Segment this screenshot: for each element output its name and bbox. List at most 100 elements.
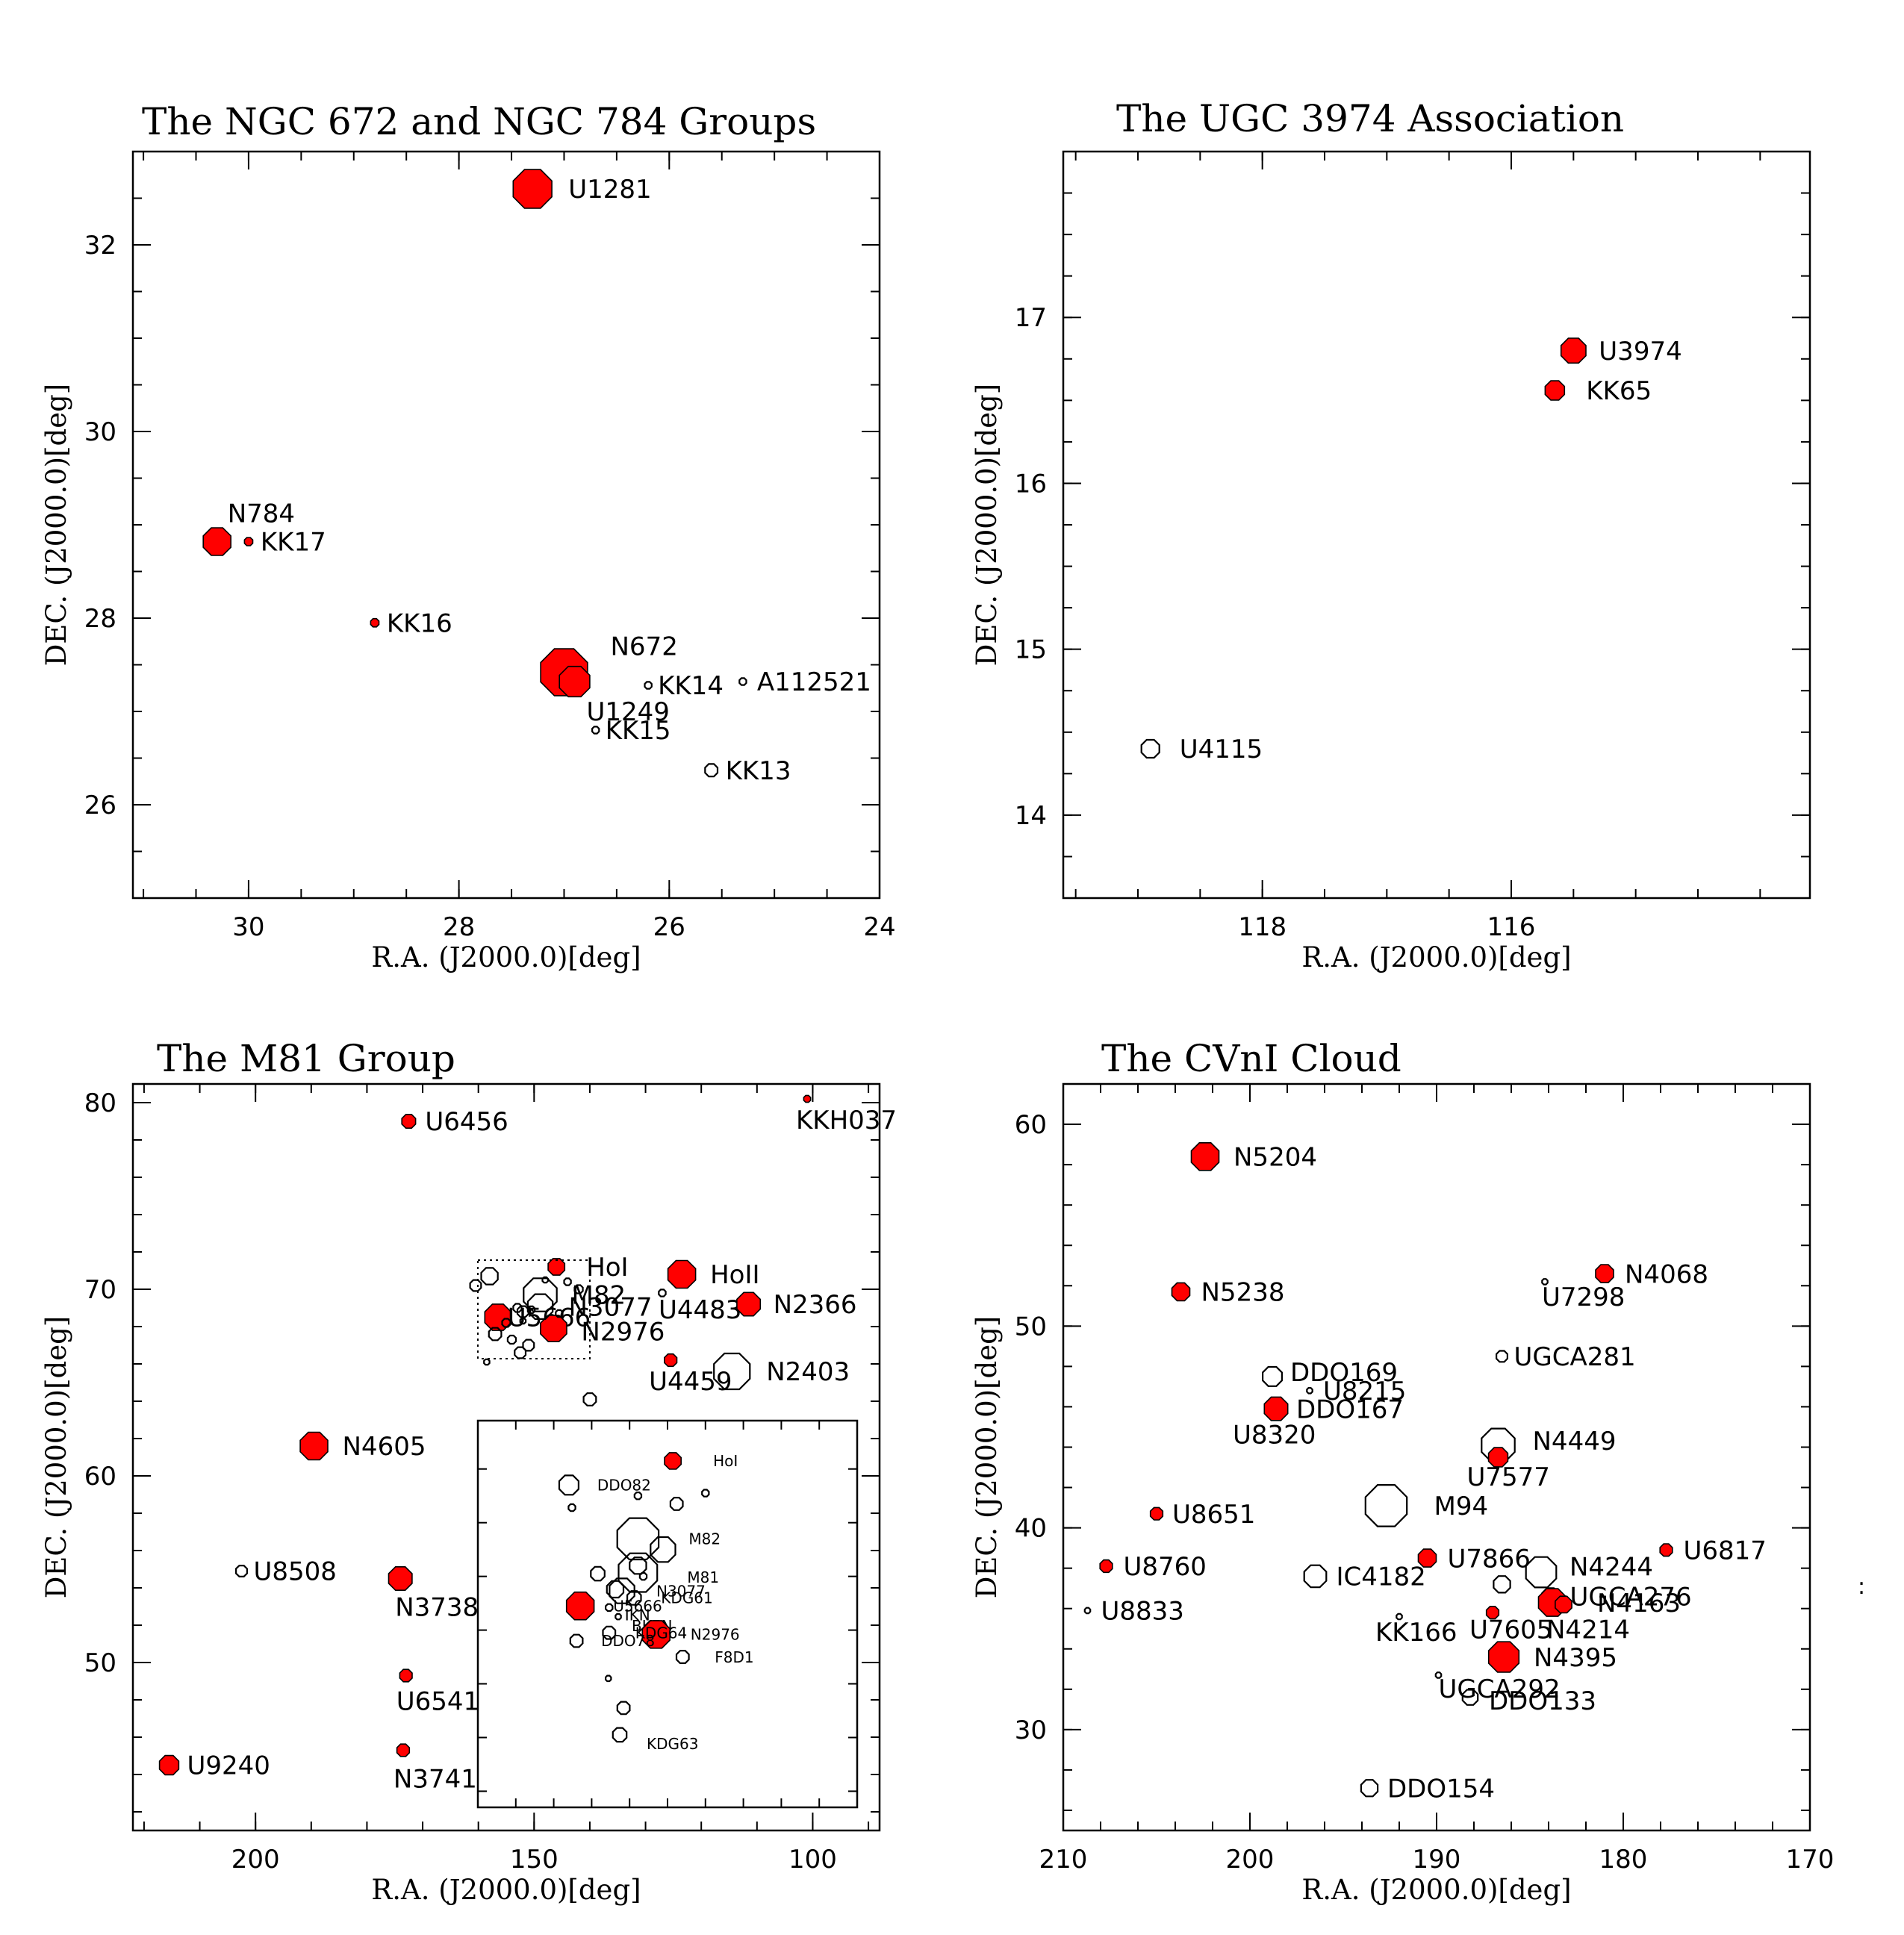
galaxy-label-n2366: N2366 bbox=[774, 1290, 857, 1320]
galaxy-label-m81: M81 bbox=[687, 1568, 719, 1586]
data-points: U3974 KK65 U4115 bbox=[1140, 337, 1682, 764]
galaxy-label-n4214: N4214 bbox=[1546, 1615, 1630, 1645]
galaxy-label-u7298: U7298 bbox=[1542, 1283, 1625, 1312]
galaxy-marker-n2403 bbox=[713, 1352, 751, 1391]
galaxy-marker-u4459 bbox=[663, 1353, 678, 1368]
galaxy-label-u8651: U8651 bbox=[1172, 1500, 1255, 1530]
galaxy-label-n5204: N5204 bbox=[1233, 1143, 1317, 1173]
panel-title: The NGC 672 and NGC 784 Groups bbox=[142, 100, 816, 143]
galaxy-marker-kk17 bbox=[243, 537, 254, 546]
panel-title: The CVnI Cloud bbox=[1101, 1037, 1401, 1080]
stray-mark: : bbox=[1858, 1574, 1865, 1600]
galaxy-marker bbox=[522, 1339, 535, 1352]
galaxy-label-n672: N672 bbox=[611, 632, 678, 662]
galaxy-marker-u6541 bbox=[399, 1668, 413, 1683]
galaxy-marker bbox=[629, 1557, 647, 1575]
galaxy-marker-n3741 bbox=[396, 1743, 411, 1757]
galaxy-marker bbox=[519, 1317, 527, 1325]
galaxy-marker-n5204 bbox=[1190, 1142, 1220, 1171]
galaxy-label-n4068: N4068 bbox=[1625, 1259, 1708, 1289]
galaxy-marker bbox=[633, 1491, 643, 1501]
galaxy-label-n4395: N4395 bbox=[1534, 1643, 1617, 1673]
x-tick-label: 210 bbox=[1039, 1845, 1088, 1875]
inset-frame bbox=[476, 1419, 859, 1809]
galaxy-marker-kk65 bbox=[1544, 380, 1566, 401]
galaxy-marker bbox=[606, 1580, 625, 1599]
x-tick-label: 200 bbox=[1226, 1845, 1275, 1875]
galaxy-marker-u6456 bbox=[401, 1114, 417, 1129]
galaxy-marker-kk14 bbox=[644, 681, 653, 690]
x-tick-label: 118 bbox=[1238, 912, 1287, 942]
galaxy-label-u8320: U8320 bbox=[1233, 1420, 1316, 1450]
galaxy-marker-u8760 bbox=[1099, 1559, 1113, 1574]
galaxy-label-ddo133: DDO133 bbox=[1489, 1686, 1596, 1716]
galaxy-marker bbox=[701, 1489, 710, 1498]
galaxy-label-hoii: HoII bbox=[710, 1260, 759, 1290]
galaxy-marker-n2366 bbox=[736, 1291, 762, 1317]
galaxy-label-ugca276: UGCA276 bbox=[1570, 1583, 1692, 1612]
galaxy-marker-m82 bbox=[616, 1517, 660, 1561]
galaxy-label-u6456: U6456 bbox=[425, 1107, 508, 1137]
x-tick-label: 30 bbox=[232, 912, 264, 942]
y-tick-label: 50 bbox=[1015, 1312, 1047, 1342]
panel-ngc672-ngc784: The NGC 672 and NGC 784 Groups 30 28 26 24 2… bbox=[40, 100, 896, 973]
galaxy-marker-n5238 bbox=[1171, 1282, 1191, 1302]
x-axis-label: R.A. (J2000.0)[deg] bbox=[371, 941, 641, 973]
galaxy-label-u7605: U7605 bbox=[1469, 1615, 1552, 1645]
galaxy-marker bbox=[573, 1284, 584, 1294]
galaxy-label-u1281: U1281 bbox=[568, 175, 651, 205]
galaxy-marker-hoi bbox=[547, 1258, 566, 1276]
galaxy-marker-n4605 bbox=[299, 1431, 329, 1461]
galaxy-marker bbox=[582, 1392, 597, 1406]
galaxy-marker-ddo82 bbox=[558, 1474, 580, 1496]
galaxy-marker bbox=[650, 1536, 676, 1563]
galaxy-marker-u7866 bbox=[1417, 1548, 1437, 1568]
galaxy-marker-u4483 bbox=[658, 1289, 667, 1297]
x-tick-label: 28 bbox=[443, 912, 475, 942]
galaxy-marker-hoii bbox=[667, 1259, 697, 1289]
plot-frame bbox=[131, 1082, 881, 1832]
galaxy-label-n4605: N4605 bbox=[343, 1432, 426, 1462]
galaxy-marker bbox=[506, 1334, 517, 1345]
panel-title: The M81 Group bbox=[157, 1037, 455, 1080]
y-axis-label: DEC. (J2000.0)[deg] bbox=[40, 384, 72, 667]
galaxy-marker-n4395 bbox=[1487, 1641, 1520, 1673]
galaxy-marker-ugca281 bbox=[1495, 1350, 1509, 1363]
galaxy-marker bbox=[488, 1327, 503, 1342]
galaxy-label-u8760: U8760 bbox=[1124, 1552, 1207, 1582]
galaxy-label-u4115: U4115 bbox=[1180, 735, 1263, 764]
y-axis-label: DEC. (J2000.0)[deg] bbox=[971, 384, 1003, 667]
y-tick-label: 70 bbox=[84, 1275, 116, 1305]
plot-frame bbox=[1062, 150, 1811, 900]
y-tick-label: 17 bbox=[1015, 303, 1047, 333]
galaxy-marker-u1281 bbox=[512, 169, 553, 209]
galaxy-marker-u7577 bbox=[1487, 1447, 1509, 1468]
galaxy-label-u9240: U9240 bbox=[187, 1751, 270, 1781]
y-tick-label: 26 bbox=[84, 791, 116, 820]
galaxy-marker bbox=[590, 1565, 606, 1582]
x-axis-label: R.A. (J2000.0)[deg] bbox=[1301, 1874, 1571, 1906]
galaxy-marker bbox=[567, 1503, 576, 1512]
galaxy-marker-u7298 bbox=[1541, 1278, 1549, 1286]
galaxy-label-kdg64: KDG64 bbox=[635, 1624, 687, 1642]
y-tick-label: 60 bbox=[84, 1462, 116, 1492]
x-tick-label: 190 bbox=[1413, 1845, 1461, 1875]
galaxy-label-n3077: N3077 bbox=[569, 1293, 653, 1323]
galaxy-label-n5238: N5238 bbox=[1201, 1278, 1285, 1308]
galaxy-marker bbox=[1555, 1595, 1572, 1614]
galaxy-marker-n2976 bbox=[540, 1315, 567, 1342]
galaxy-label-u5666: U5666 bbox=[613, 1597, 662, 1615]
zoom-region-box bbox=[477, 1259, 591, 1359]
data-points: N5204N5238N4068U7298UGCA281DDO169U8215DD… bbox=[1083, 1142, 1767, 1804]
galaxy-marker-ugca292 bbox=[1434, 1671, 1443, 1679]
galaxy-marker-kk13 bbox=[704, 763, 719, 778]
galaxy-marker-m94 bbox=[1364, 1483, 1408, 1527]
axis-ticks: 210 200 190 180 170 30 40 50 60 bbox=[1015, 1083, 1834, 1875]
galaxy-label-m94: M94 bbox=[1434, 1492, 1489, 1521]
galaxy-label-u8215: U8215 bbox=[1323, 1377, 1406, 1406]
y-tick-label: 16 bbox=[1015, 469, 1047, 499]
galaxy-marker-kkh037 bbox=[803, 1094, 812, 1103]
x-tick-label: 150 bbox=[510, 1845, 559, 1875]
galaxy-label-hoi: HoI bbox=[586, 1253, 628, 1283]
